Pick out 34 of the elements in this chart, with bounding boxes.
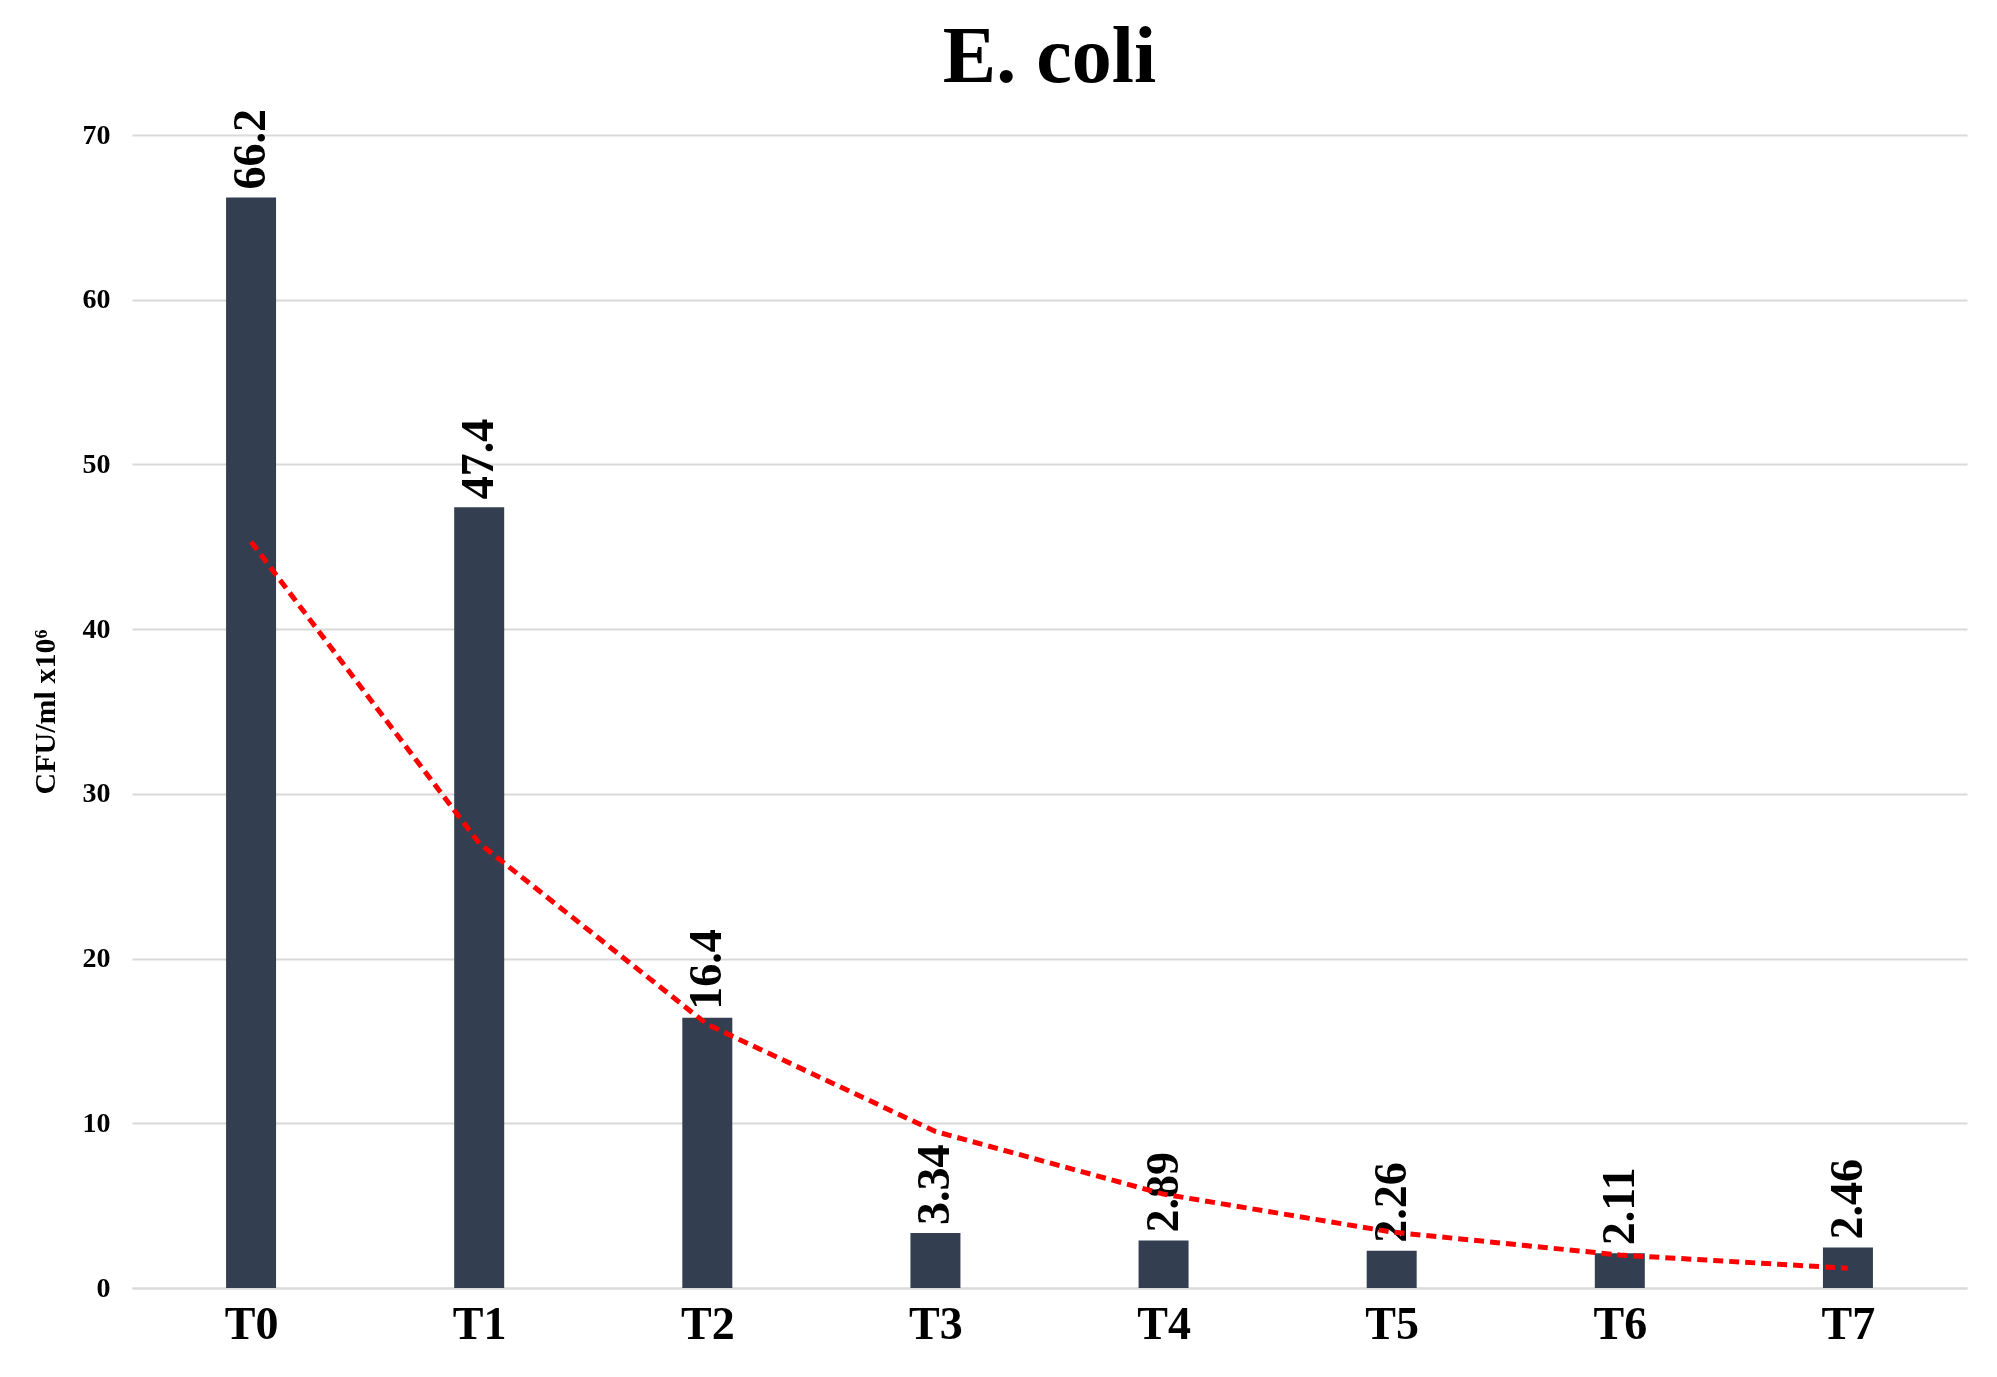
x-tick-label: T0 [224, 1297, 279, 1349]
y-tick-label: 40 [82, 612, 111, 644]
data-label: 2.11 [1592, 1167, 1644, 1246]
chart-title: E. coli [942, 11, 1157, 100]
x-tick-label: T3 [909, 1297, 963, 1349]
x-tick-label: T1 [452, 1297, 507, 1349]
y-tick-label: 30 [82, 777, 111, 809]
x-tick-label: T5 [1365, 1297, 1420, 1349]
bar [1822, 1247, 1873, 1288]
bar [226, 197, 277, 1288]
bar [1138, 1240, 1189, 1288]
bar [454, 507, 505, 1288]
y-tick-label: 10 [82, 1106, 111, 1138]
y-tick-label: 60 [82, 283, 111, 315]
data-label: 2.46 [1820, 1158, 1872, 1240]
y-tick-label: 70 [82, 118, 111, 150]
x-tick-label: T4 [1137, 1297, 1191, 1349]
data-label: 3.34 [908, 1144, 960, 1225]
bar [910, 1232, 961, 1288]
y-axis-title: CFU/ml x10⁶ [27, 629, 61, 795]
data-label: 2.89 [1136, 1151, 1188, 1233]
x-tick-label: T7 [1821, 1297, 1876, 1349]
bar [682, 1017, 733, 1288]
x-tick-label: T6 [1593, 1297, 1648, 1349]
bar [1366, 1250, 1417, 1288]
data-label: 16.4 [680, 929, 732, 1010]
bar [1594, 1253, 1645, 1288]
data-label: 66.2 [224, 109, 276, 190]
data-label: 47.4 [452, 418, 504, 500]
data-label: 2.26 [1364, 1162, 1416, 1243]
x-tick-label: T2 [680, 1297, 735, 1349]
y-tick-label: 20 [82, 942, 111, 974]
y-tick-label: 0 [96, 1271, 111, 1303]
y-tick-label: 50 [82, 447, 111, 479]
